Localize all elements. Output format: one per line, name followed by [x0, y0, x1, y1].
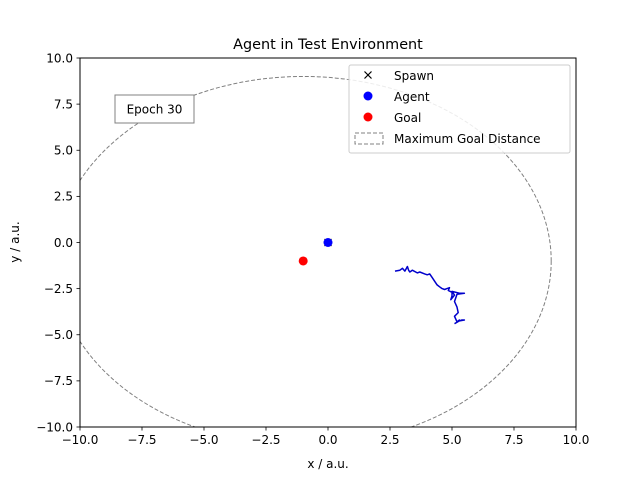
agent-path-line: [394, 265, 466, 325]
legend-entry-spawn: Spawn: [364, 69, 434, 83]
y-tick-label: −10.0: [36, 420, 73, 434]
y-axis-ticks: −10.0 −7.5 −5.0 −2.5 0.0 2.5 5.0 7.5 10.0: [36, 51, 80, 434]
legend-boundary-swatch: [354, 132, 384, 145]
x-tick-label: −10.0: [62, 433, 99, 447]
goal-marker: [298, 256, 308, 266]
y-tick-label: 5.0: [54, 144, 73, 158]
epoch-annotation-box: [114, 94, 195, 124]
y-tick-label: −2.5: [44, 282, 73, 296]
legend-agent-label: Agent: [394, 90, 430, 104]
agent-marker: [323, 238, 333, 247]
legend-entry-goal: Goal: [363, 111, 421, 125]
x-axis-label: x / a.u.: [307, 457, 348, 471]
y-axis-label: y / a.u.: [8, 221, 22, 262]
legend-goal-marker: [363, 112, 373, 122]
x-tick-label: 2.5: [380, 433, 399, 447]
legend: Spawn Agent Goal Maximum Goal Distance: [348, 64, 571, 154]
x-tick-label: 7.5: [504, 433, 523, 447]
x-tick-label: 0.0: [318, 433, 337, 447]
max-goal-distance-circle: [80, 76, 552, 427]
y-tick-label: 7.5: [54, 97, 73, 111]
epoch-annotation-text: Epoch 30: [127, 103, 183, 117]
y-tick-label: −7.5: [44, 374, 73, 388]
legend-frame: [348, 64, 571, 154]
legend-spawn-label: Spawn: [394, 69, 434, 83]
legend-max-distance-label: Maximum Goal Distance: [394, 132, 541, 146]
epoch-annotation: Epoch 30: [114, 94, 195, 124]
x-tick-label: −2.5: [251, 433, 280, 447]
x-tick-label: −7.5: [127, 433, 156, 447]
chart-title: Agent in Test Environment: [233, 37, 423, 53]
legend-spawn-marker: [364, 71, 372, 79]
x-tick-label: −5.0: [189, 433, 218, 447]
legend-entry-max-distance: Maximum Goal Distance: [354, 132, 541, 146]
x-tick-label: 10.0: [563, 433, 590, 447]
y-tick-label: 0.0: [54, 236, 73, 250]
y-tick-label: 2.5: [54, 190, 73, 204]
legend-entry-agent: Agent: [363, 90, 430, 104]
legend-agent-marker: [363, 91, 373, 101]
x-axis-ticks: −10.0 −7.5 −5.0 −2.5 0.0 2.5 5.0 7.5 10.0: [62, 427, 590, 447]
legend-goal-label: Goal: [394, 111, 421, 125]
y-tick-label: 10.0: [46, 51, 73, 65]
x-tick-label: 5.0: [442, 433, 461, 447]
y-tick-label: −5.0: [44, 328, 73, 342]
